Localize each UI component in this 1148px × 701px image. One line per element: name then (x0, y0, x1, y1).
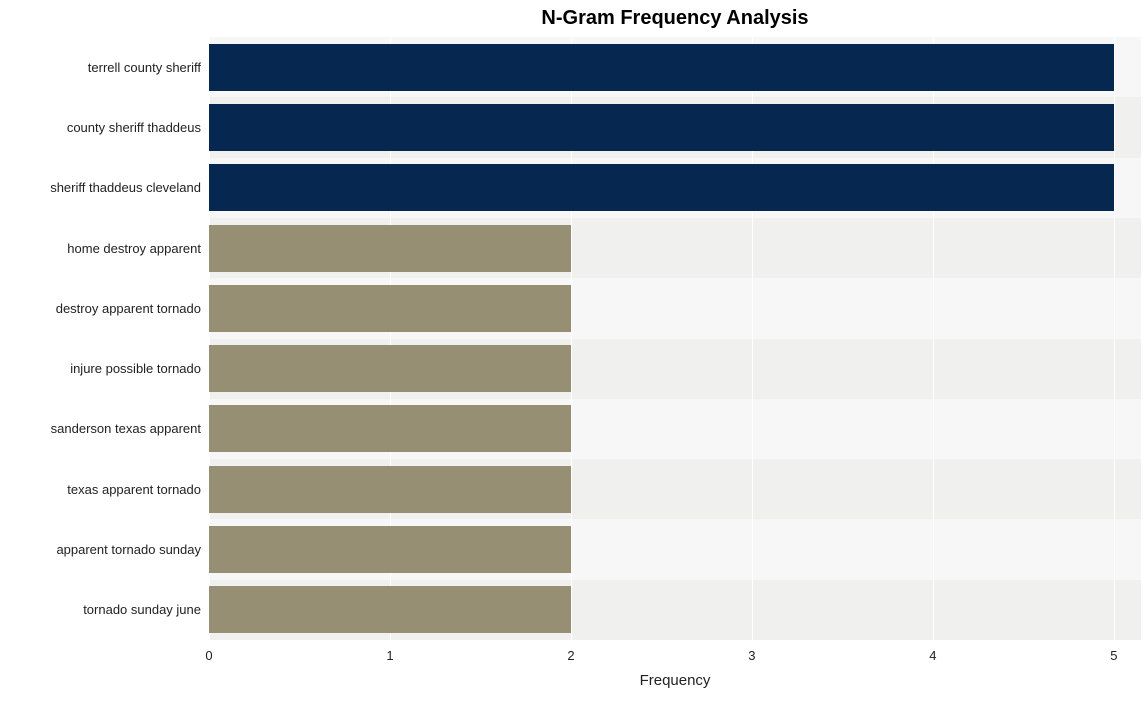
y-tick-label: destroy apparent tornado (56, 301, 201, 316)
x-tick-label: 4 (929, 648, 936, 663)
gridline (1114, 37, 1115, 640)
bar (209, 405, 571, 452)
x-tick-label: 1 (386, 648, 393, 663)
bar (209, 466, 571, 513)
bar (209, 104, 1114, 151)
y-tick-label: terrell county sheriff (88, 60, 201, 75)
x-tick-label: 0 (205, 648, 212, 663)
y-tick-label: injure possible tornado (70, 361, 201, 376)
y-tick-label: home destroy apparent (67, 241, 201, 256)
y-tick-label: texas apparent tornado (67, 482, 201, 497)
y-tick-label: tornado sunday june (83, 602, 201, 617)
y-tick-label: county sheriff thaddeus (67, 120, 201, 135)
bar (209, 164, 1114, 211)
chart-title: N-Gram Frequency Analysis (209, 7, 1141, 30)
x-tick-label: 5 (1110, 648, 1117, 663)
x-tick-label: 2 (567, 648, 574, 663)
y-tick-label: sanderson texas apparent (51, 421, 201, 436)
y-tick-label: sheriff thaddeus cleveland (50, 180, 201, 195)
x-axis-label: Frequency (209, 672, 1141, 689)
plot-area (209, 37, 1141, 640)
bar (209, 285, 571, 332)
bar (209, 586, 571, 633)
y-tick-label: apparent tornado sunday (56, 542, 201, 557)
x-tick-label: 3 (748, 648, 755, 663)
bar (209, 345, 571, 392)
bar (209, 225, 571, 272)
bar (209, 526, 571, 573)
bar (209, 44, 1114, 91)
chart-container: N-Gram Frequency Analysis Frequency 0 1 2 3… (0, 0, 1148, 701)
